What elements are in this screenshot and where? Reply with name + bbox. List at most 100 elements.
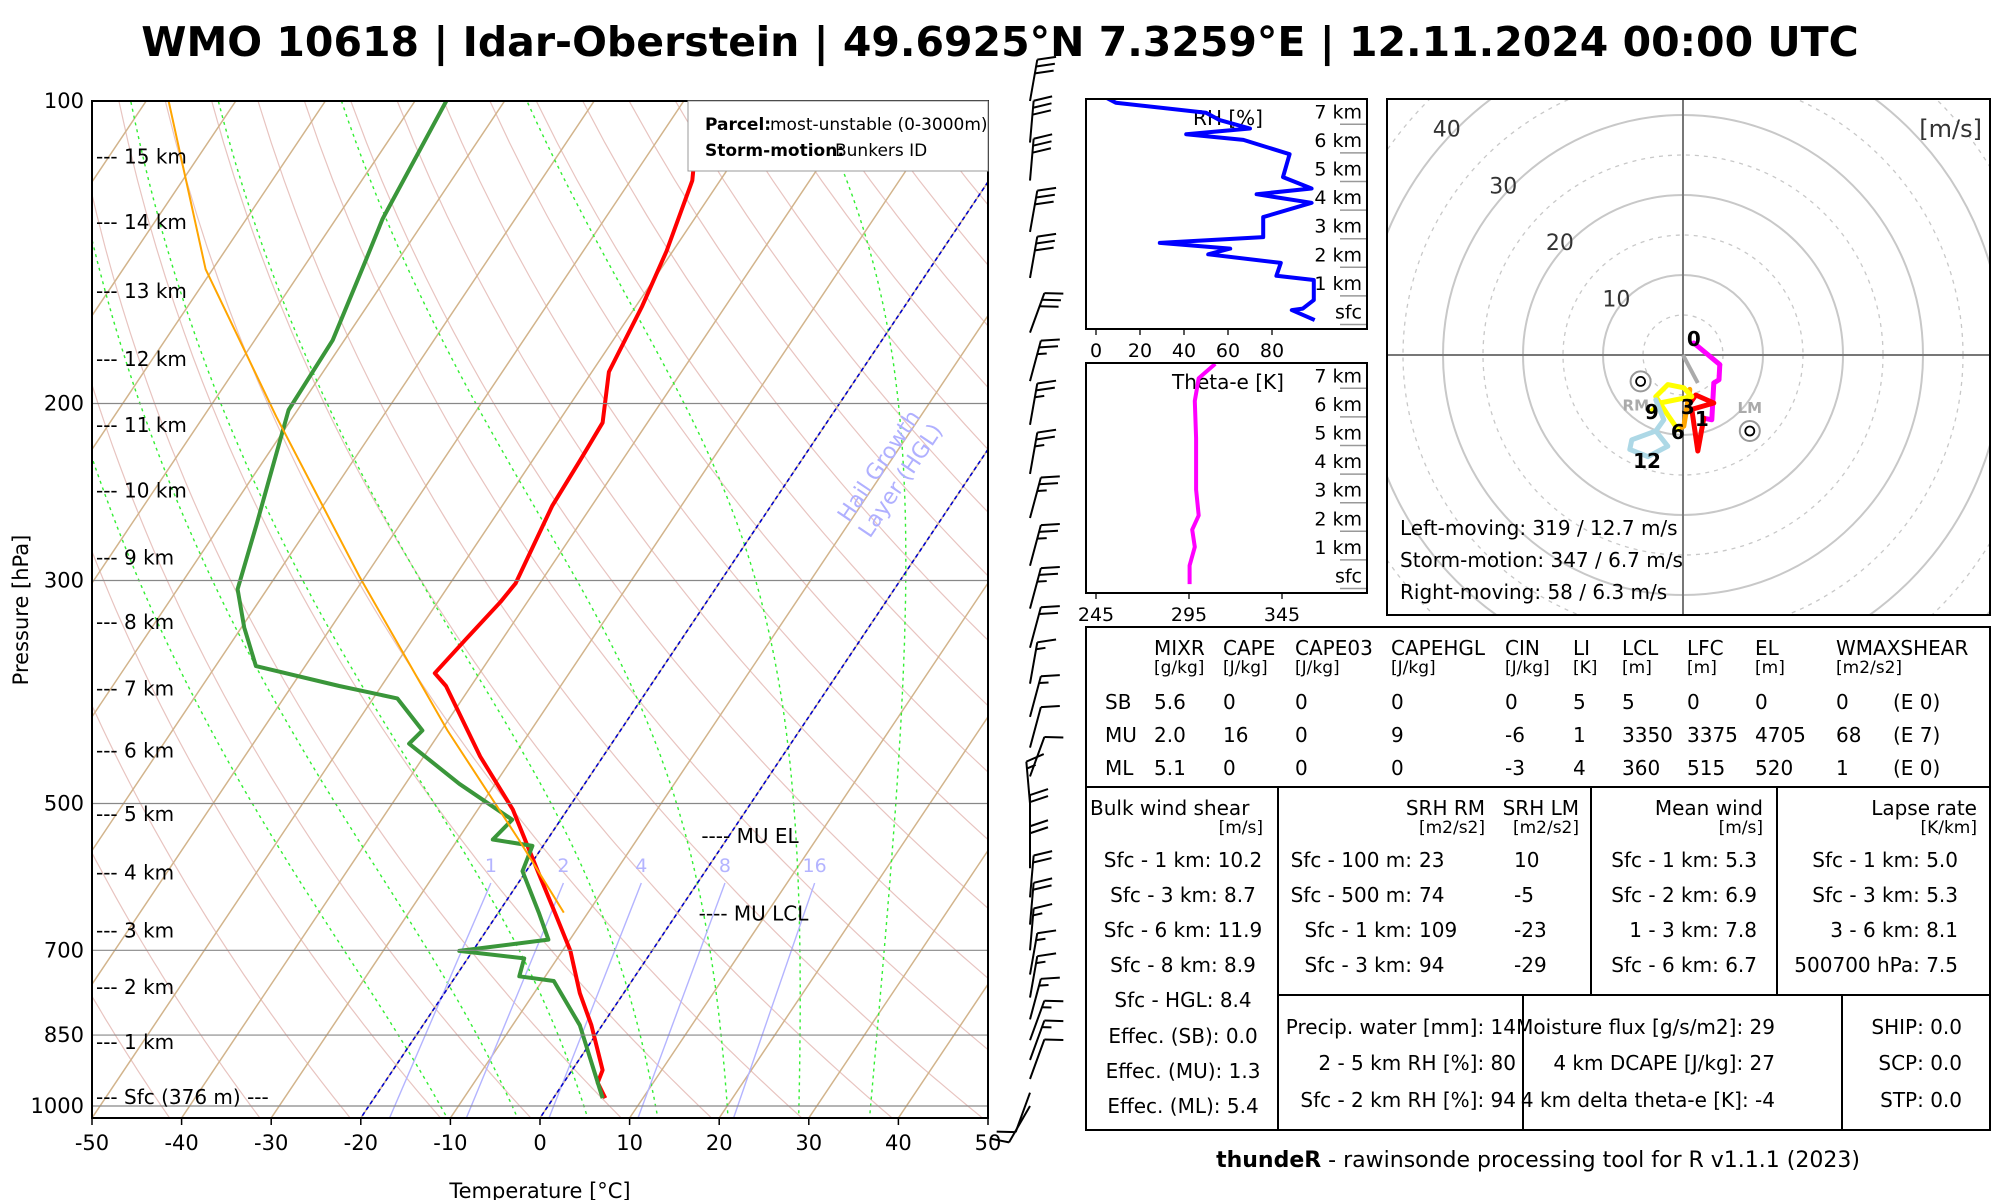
barb-full (1033, 95, 1053, 102)
wind-barb (1029, 565, 1060, 609)
height-label: --- 11 km (96, 413, 187, 437)
height-label: 1 km (1314, 537, 1362, 559)
height-label: sfc (1335, 566, 1362, 588)
param-unit: [m2/s2] (1836, 658, 1903, 678)
lapse-rate-unit: [K/km] (1920, 818, 1977, 838)
srh-rm-value: 94 (1419, 953, 1445, 977)
param-unit: [m] (1755, 658, 1785, 678)
barb-full (1029, 795, 1049, 804)
barb-full (1037, 638, 1057, 644)
dry-adiabat (350, 101, 988, 980)
wind-barb (1029, 55, 1057, 102)
temperature-tick-label: 50 (975, 1131, 1002, 1155)
dry-adiabat (92, 382, 532, 1118)
y-axis-label: Pressure [hPa] (9, 535, 33, 686)
bulk-shear-row: Effec. (SB): 0.0 (1108, 1024, 1258, 1048)
hodo-segment (1685, 392, 1717, 454)
bulk-shear-row: Sfc - 8 km: 8.9 (1110, 953, 1256, 977)
srh-lm-title: SRH LM (1502, 796, 1579, 820)
height-label: --- 13 km (96, 279, 187, 303)
dry-adiabat (92, 549, 442, 1118)
srh-rm-title: SRH RM (1405, 796, 1485, 820)
barb-full (996, 1130, 1016, 1134)
bulk-shear-row: Sfc - 3 km: 8.7 (1110, 883, 1256, 907)
rh-panel-tick-label: 60 (1216, 340, 1240, 362)
hodo-ring-label: 30 (1489, 174, 1517, 199)
barb-full (1040, 976, 1060, 980)
wind-barb (1029, 523, 1060, 566)
height-label: 1 km (1314, 273, 1362, 295)
param-value: 0 (1836, 690, 1849, 714)
isotherm (92, 101, 775, 1118)
wind-barb (1029, 133, 1053, 181)
mean-wind-title: Mean wind (1654, 796, 1763, 820)
composite-index-row: STP: 0.0 (1880, 1088, 1962, 1112)
barb-full (1032, 140, 1052, 147)
pressure-tick-label: 1000 (31, 1094, 84, 1118)
wind-barb (1029, 338, 1060, 382)
dry-adiabat (164, 101, 803, 1118)
param-value: 3350 (1622, 723, 1673, 747)
hodo-mean-wind (1681, 354, 1700, 384)
theta-e-panel-tick-label: 295 (1171, 604, 1207, 626)
rh-panel-tick-label: 40 (1172, 340, 1196, 362)
barb-half (1035, 937, 1046, 942)
temperature-tick-label: 10 (616, 1131, 643, 1155)
dry-adiabat (489, 101, 988, 773)
barb-full (1037, 55, 1057, 61)
param-value: 5.6 (1154, 690, 1186, 714)
barb-full (1032, 884, 1052, 891)
param-value: (E 0) (1893, 690, 1941, 714)
height-label: 7 km (1314, 365, 1362, 387)
height-label: 2 km (1314, 508, 1362, 530)
srh-row-label: Sfc - 1 km: (1304, 918, 1412, 942)
page-title: WMO 10618 | Idar-Oberstein | 49.6925°N 7… (141, 18, 1859, 66)
bulk-shear-row: Effec. (MU): 1.3 (1105, 1059, 1261, 1083)
barb-full (1037, 428, 1057, 434)
height-label: --- 1 km (96, 1030, 174, 1054)
hodo-frame (1386, 98, 1991, 616)
hgl-boundary-line (359, 180, 988, 1118)
height-label: --- 6 km (96, 739, 174, 763)
hodo-ring-label: 10 (1602, 287, 1630, 312)
param-value: 5 (1622, 690, 1635, 714)
isotherm (92, 101, 237, 317)
param-header: CAPE03 (1295, 636, 1373, 660)
lm-label: LM (1738, 399, 1763, 417)
bulk-shear-row: Sfc - 6 km: 11.9 (1103, 918, 1263, 942)
hodo-height-label: 1 (1695, 407, 1709, 431)
param-value: 0 (1687, 690, 1700, 714)
dry-adiabat (628, 101, 988, 577)
height-label: --- Sfc (376 m) --- (96, 1085, 269, 1109)
height-label: sfc (1335, 302, 1362, 324)
height-label: 4 km (1314, 451, 1362, 473)
srh-row-label: Sfc - 100 m: (1290, 848, 1412, 872)
footer-brand: thundeR (1216, 1148, 1322, 1173)
mean-wind-row: Sfc - 6 km: 6.7 (1611, 953, 1757, 977)
barb-full (1033, 903, 1053, 910)
wind-barb (1029, 1019, 1064, 1061)
moisture-row: 2 - 5 km RH [%]: 80 (1318, 1051, 1516, 1075)
hodo-height-label: 12 (1633, 449, 1661, 473)
barb-full (1040, 704, 1060, 709)
param-value: 0 (1295, 690, 1308, 714)
bulk-shear-row: Effec. (ML): 5.4 (1107, 1094, 1259, 1118)
barb-full (1029, 788, 1049, 797)
height-label: 4 km (1314, 187, 1362, 209)
temperature-tick-label: 0 (533, 1131, 546, 1155)
param-value: 2.0 (1154, 723, 1186, 747)
theta-e-panel-tick-label: 245 (1078, 604, 1114, 626)
height-label: --- 4 km (96, 861, 174, 885)
barb-half (1037, 537, 1047, 540)
legend-parcel-label: Parcel: (705, 115, 771, 135)
hodo-units: [m/s] (1919, 115, 1982, 143)
wind-barb (1029, 976, 1060, 1020)
mean-wind-row: Sfc - 2 km: 6.9 (1611, 883, 1757, 907)
barb-staff (1014, 1092, 1031, 1133)
param-header: WMAXSHEAR (1836, 636, 1969, 660)
mean-wind-row: 1 - 3 km: 7.8 (1629, 918, 1757, 942)
hodo-height-label: 0 (1687, 327, 1701, 351)
wind-barb (1029, 952, 1057, 998)
srh-lm-unit: [m2/s2] (1512, 818, 1579, 838)
pressure-tick-label: 700 (44, 938, 84, 962)
